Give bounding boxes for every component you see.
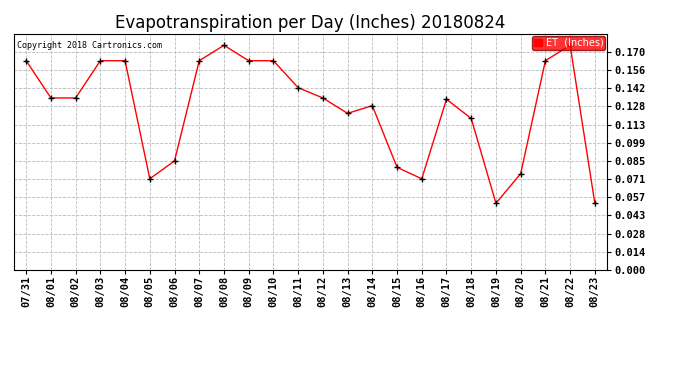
Legend: ET  (Inches): ET (Inches) <box>532 36 605 50</box>
Title: Evapotranspiration per Day (Inches) 20180824: Evapotranspiration per Day (Inches) 2018… <box>115 14 506 32</box>
Text: Copyright 2018 Cartronics.com: Copyright 2018 Cartronics.com <box>17 41 161 50</box>
